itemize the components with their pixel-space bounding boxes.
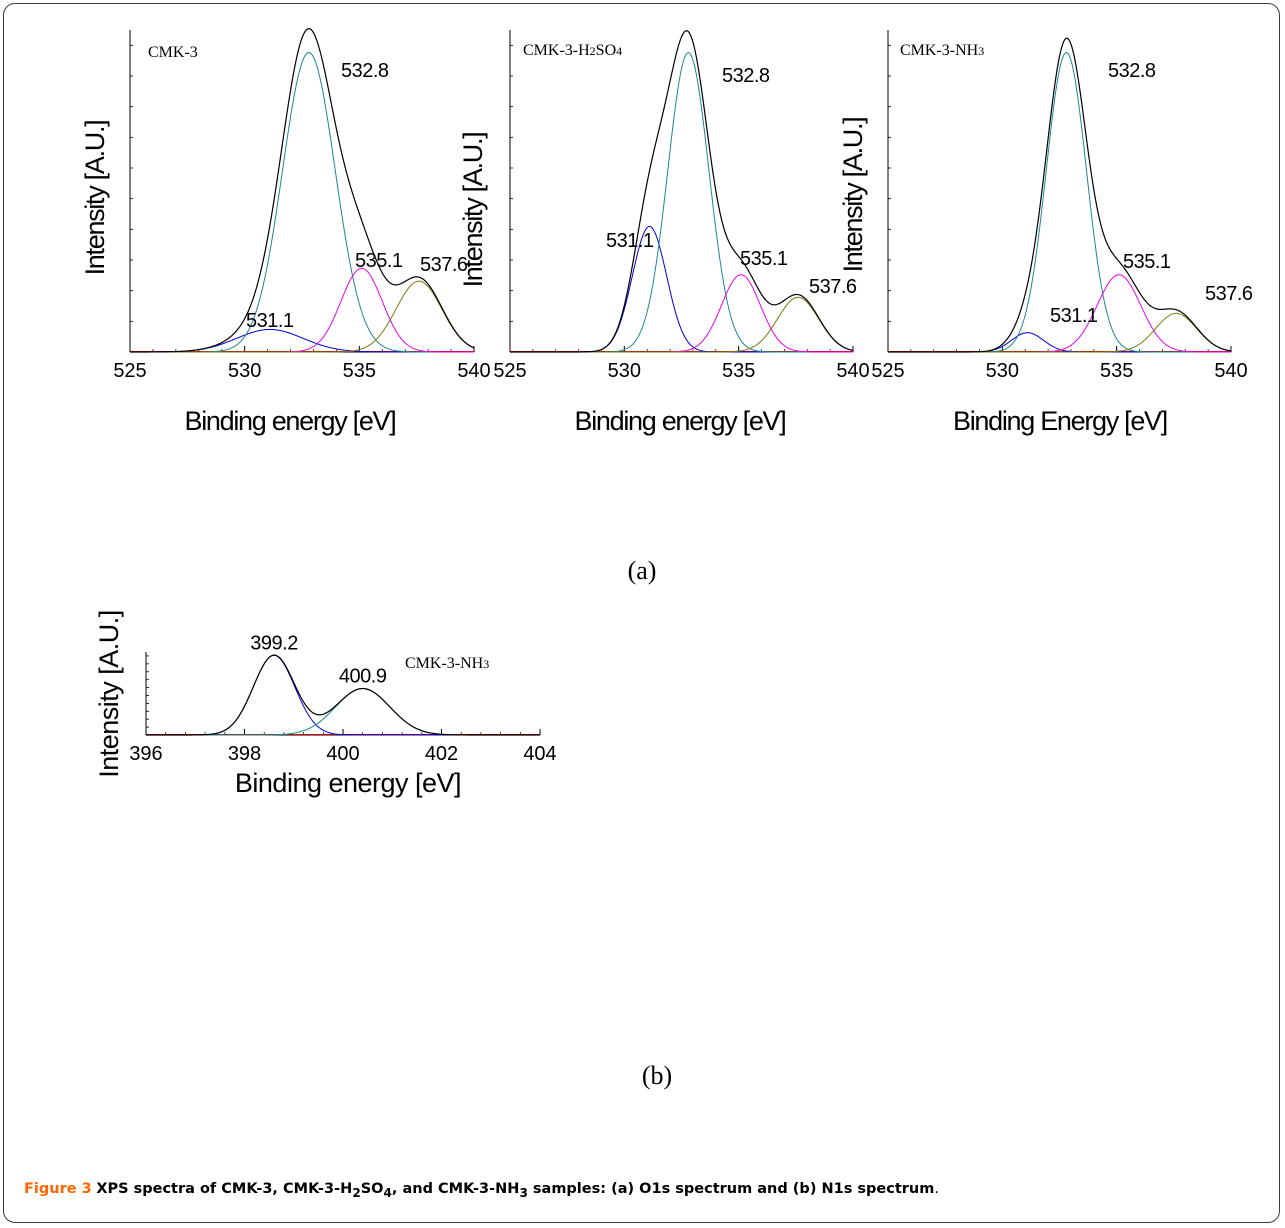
panel-label-a: (a)	[628, 556, 657, 585]
x-tick-label: 535	[1100, 360, 1133, 382]
component-peak-line	[510, 296, 854, 353]
x-tick-label: 530	[986, 360, 1019, 382]
envelope-line	[146, 654, 540, 736]
peak-label: 531.1	[246, 310, 294, 332]
chart-cmk3-h2so4-o1s: CMK-3-H2SO4 Binding energy [eV] Intensit…	[458, 30, 870, 436]
figure-caption: Figure 3 XPS spectra of CMK-3, CMK-3-H2S…	[24, 1181, 1264, 1200]
peak-label: 537.6	[420, 254, 468, 276]
x-tick-label: 530	[608, 360, 641, 382]
caption-period: .	[934, 1181, 939, 1197]
y-axis-title: Intensity [A.U.]	[458, 133, 488, 288]
caption-figure-label: Figure 3	[24, 1181, 92, 1197]
peak-label: 531.1	[606, 230, 654, 252]
x-tick-label: 525	[113, 360, 146, 382]
component-peak-line	[146, 688, 540, 736]
component-peak-line	[888, 332, 1231, 353]
peak-label: 537.6	[809, 276, 857, 298]
peak-label: 535.1	[1123, 251, 1171, 273]
panel-label-b: (b)	[642, 1061, 672, 1090]
caption-text: samples: (a) O1s spectrum and (b) N1s sp…	[527, 1181, 935, 1197]
x-axis-title: Binding Energy [eV]	[953, 406, 1167, 436]
x-tick-label: 402	[425, 743, 458, 765]
caption-subscript: 2	[352, 1185, 361, 1200]
caption-subscript: 3	[519, 1185, 528, 1200]
peak-label: 531.1	[1050, 305, 1098, 327]
peak-label: 399.2	[250, 632, 298, 654]
x-tick-label: 525	[871, 360, 904, 382]
component-peak-line	[130, 52, 474, 353]
x-tick-label: 535	[343, 360, 376, 382]
caption-text: SO	[360, 1181, 384, 1197]
x-axis-title: Binding energy [eV]	[575, 406, 786, 436]
envelope-line	[510, 30, 854, 353]
peak-label: 532.8	[722, 65, 770, 87]
chart-cmk3-o1s: CMK-3 Binding energy [eV] Intensity [A.U…	[80, 27, 491, 436]
caption-subscript: 4	[383, 1185, 392, 1200]
component-peak-line	[130, 328, 474, 353]
x-tick-label: 540	[457, 360, 490, 382]
peak-label: 532.8	[1108, 60, 1156, 82]
chart-cmk3-nh3-o1s: CMK-3-NH3 Binding Energy [eV] Intensity …	[838, 30, 1253, 436]
x-tick-label: 396	[129, 743, 162, 765]
sample-label: CMK-3-NH3	[900, 42, 984, 59]
envelope-line	[888, 37, 1232, 353]
envelope-line	[130, 27, 475, 353]
figure-frame	[3, 3, 1280, 1223]
peak-label: 532.8	[341, 60, 389, 82]
peak-label: 535.1	[355, 250, 403, 272]
x-axis-title: Binding energy [eV]	[235, 768, 461, 798]
x-tick-label: 540	[836, 360, 869, 382]
x-axis-title: Binding energy [eV]	[185, 406, 396, 436]
component-peak-line	[510, 274, 853, 353]
component-peak-line	[510, 225, 853, 353]
x-tick-label: 530	[228, 360, 261, 382]
y-axis-title: Intensity [A.U.]	[80, 121, 110, 276]
caption-text: XPS spectra of CMK-3, CMK-3-H	[96, 1181, 353, 1197]
component-peak-line	[130, 280, 475, 353]
chart-cmk3-nh3-n1s: CMK-3-NH3 Binding energy [eV] Intensity …	[94, 610, 557, 798]
x-tick-label: 535	[722, 360, 755, 382]
component-peak-line	[130, 267, 474, 353]
peak-label: 535.1	[740, 248, 788, 270]
y-axis-title: Intensity [A.U.]	[94, 610, 124, 778]
component-peak-line	[510, 52, 853, 353]
peak-label: 400.9	[339, 666, 387, 688]
x-tick-label: 404	[523, 743, 556, 765]
sample-label: CMK-3-NH3	[405, 655, 489, 672]
y-axis-title: Intensity [A.U.]	[838, 118, 868, 273]
x-tick-label: 540	[1214, 360, 1247, 382]
peak-label: 537.6	[1205, 283, 1253, 305]
x-tick-label: 400	[326, 743, 359, 765]
x-tick-label: 398	[228, 743, 261, 765]
caption-text: , and CMK-3-NH	[391, 1181, 520, 1197]
sample-label: CMK-3	[148, 44, 198, 61]
sample-label: CMK-3-H2SO4	[523, 42, 622, 59]
x-tick-label: 525	[493, 360, 526, 382]
